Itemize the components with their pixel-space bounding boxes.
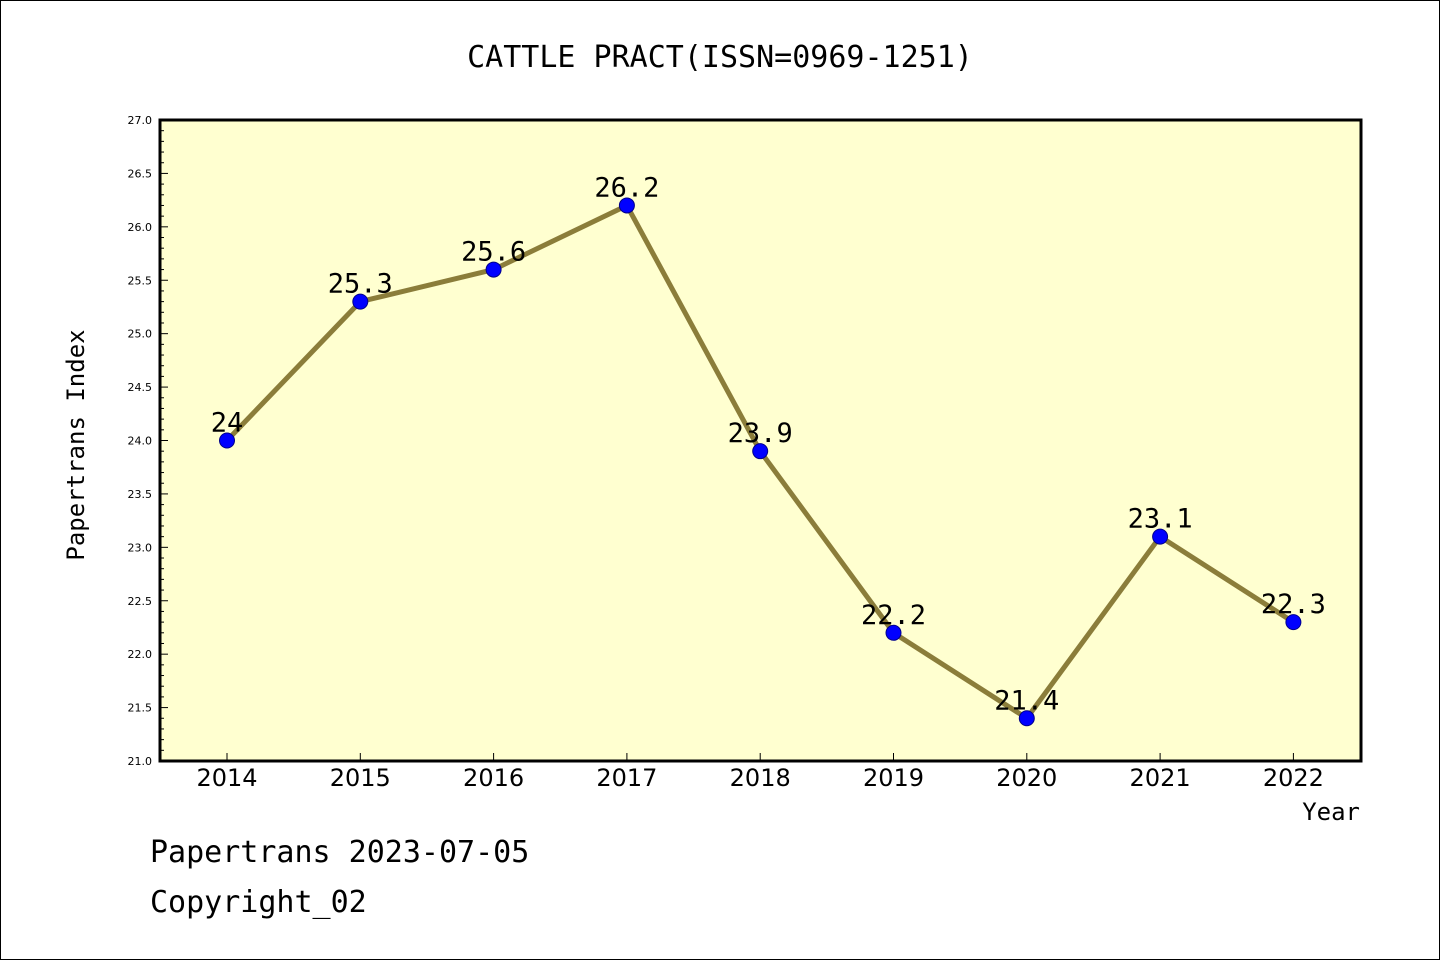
y-tick-label: 22.0	[128, 648, 153, 661]
y-tick-label: 24.0	[128, 435, 153, 448]
y-tick-label: 21.0	[128, 755, 153, 768]
y-axis: 21.0 21.5 22.0 22.5 23.0 23.5 24.0 24.5 25.0 25.5…	[128, 114, 168, 768]
data-label: 23.9	[728, 418, 793, 449]
x-tick-label: 2019	[863, 764, 924, 792]
data-label: 22.3	[1261, 589, 1326, 620]
data-label: 26.2	[594, 172, 659, 203]
y-tick-label: 27.0	[128, 114, 153, 127]
x-tick-label: 2016	[463, 764, 524, 792]
data-label: 25.3	[328, 269, 393, 300]
data-label: 24	[211, 408, 244, 439]
y-tick-label: 23.5	[128, 488, 153, 501]
data-point	[1152, 528, 1169, 545]
data-point	[485, 261, 502, 278]
data-point	[219, 432, 235, 449]
y-tick-label: 23.0	[128, 541, 153, 554]
x-axis: 2014 2015 2016 2017 2018 2019 2020 2021 2022	[196, 753, 1324, 792]
chart-title: CATTLE PRACT(ISSN=0969-1251)	[467, 40, 973, 75]
y-tick-label: 24.5	[128, 381, 153, 394]
x-tick-label: 2014	[196, 764, 257, 792]
y-tick-label: 21.5	[128, 702, 153, 715]
footer-copyright-text: Copyright_02	[150, 885, 367, 920]
x-tick-label: 2020	[996, 764, 1057, 792]
data-point	[752, 443, 769, 460]
y-tick-label: 26.0	[128, 221, 153, 234]
data-point	[885, 624, 902, 641]
x-tick-label: 2021	[1130, 764, 1191, 792]
x-tick-label: 2022	[1263, 764, 1324, 792]
y-tick-label: 25.5	[128, 274, 153, 287]
data-series: 24 25.3 25.6 26.2 23.9 22.2 21.4 23.1 22.3	[211, 172, 1326, 727]
x-axis-label: Year	[1302, 798, 1360, 826]
data-point	[1018, 710, 1035, 727]
data-label: 23.1	[1128, 504, 1193, 535]
y-tick-label: 25.0	[128, 328, 153, 341]
plot-area	[158, 118, 1363, 763]
y-tick-label: 26.5	[128, 167, 153, 180]
y-axis-label: Papertrans Index	[62, 329, 90, 560]
x-tick-label: 2015	[330, 764, 391, 792]
x-tick-label: 2018	[730, 764, 791, 792]
x-tick-label: 2017	[596, 764, 657, 792]
data-point	[352, 293, 369, 310]
data-point	[618, 197, 635, 214]
data-point	[1285, 614, 1302, 631]
y-tick-label: 22.5	[128, 595, 153, 608]
footer-date-text: Papertrans 2023-07-05	[150, 835, 530, 870]
data-label: 25.6	[461, 237, 526, 268]
data-label: 22.2	[861, 600, 926, 631]
data-label: 21.4	[994, 685, 1059, 716]
